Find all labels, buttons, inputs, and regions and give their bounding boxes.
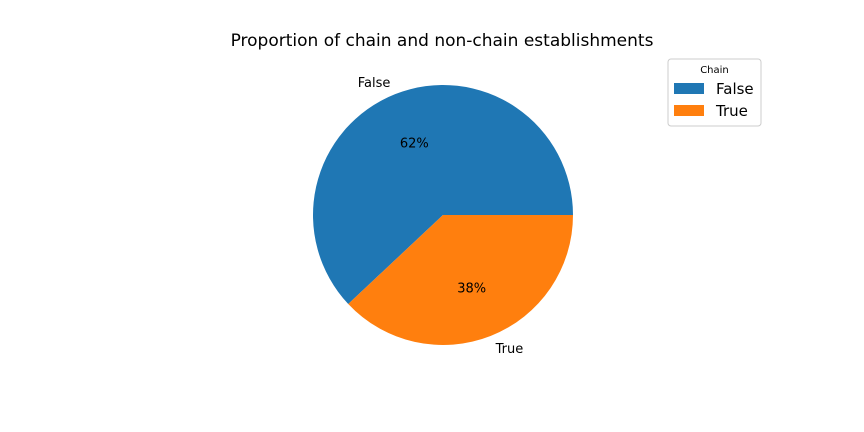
slice-label-false: False xyxy=(358,76,391,91)
legend-title: Chain xyxy=(700,65,729,76)
legend-swatch-true xyxy=(674,105,704,116)
legend-swatch-false xyxy=(674,83,704,94)
chart-title: Proportion of chain and non-chain establ… xyxy=(231,31,654,51)
pie-slice-true xyxy=(348,215,573,346)
legend-label-false: False xyxy=(716,80,754,98)
pie-slice-false xyxy=(313,85,573,304)
legend-label-true: True xyxy=(715,102,748,120)
slice-label-true: True xyxy=(495,342,524,357)
pie-labels: False 62% True 38% xyxy=(358,76,524,357)
percent-label-false: 62% xyxy=(400,136,429,151)
percent-label-true: 38% xyxy=(457,282,486,297)
legend: Chain False True xyxy=(667,58,762,127)
pie-slices xyxy=(313,85,573,346)
